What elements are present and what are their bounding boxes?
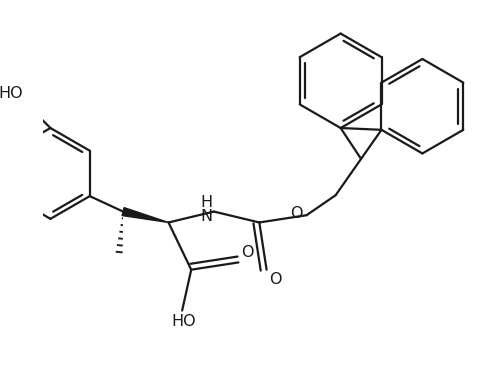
Text: H
N: H N — [200, 195, 212, 224]
Text: O: O — [241, 245, 253, 260]
Text: HO: HO — [172, 314, 196, 329]
Text: HO: HO — [0, 86, 23, 101]
Polygon shape — [122, 208, 169, 222]
Text: O: O — [291, 206, 303, 221]
Text: O: O — [269, 272, 282, 287]
